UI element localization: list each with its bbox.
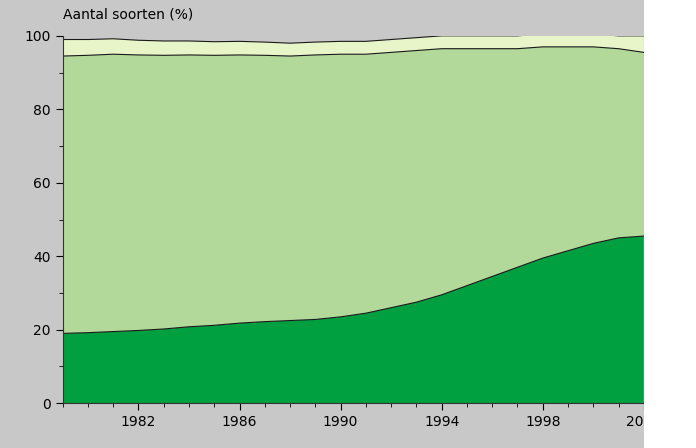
Text: Aantal soorten (%): Aantal soorten (%) [63,7,193,21]
